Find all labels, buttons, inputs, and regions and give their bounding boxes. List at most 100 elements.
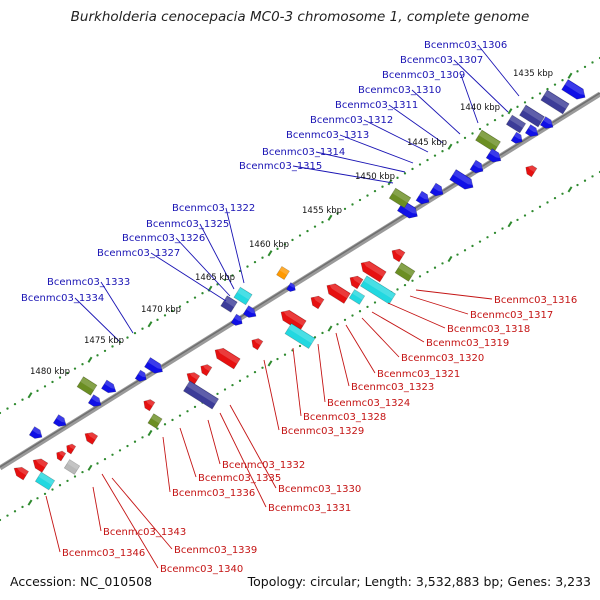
cds-minus: [360, 260, 387, 283]
leader-line: [92, 486, 102, 532]
tick-dot: [486, 123, 489, 126]
accession-text: Accession: NC_010508: [10, 574, 153, 589]
tick-dot: [223, 278, 227, 282]
tick-dot: [433, 154, 437, 157]
tick-dot: [6, 407, 9, 410]
leader-line: [387, 302, 446, 329]
tick-dot: [156, 318, 159, 321]
tick-dot: [178, 305, 182, 308]
leader-line: [179, 427, 197, 478]
tick-dot: [538, 92, 542, 95]
leader-line: [263, 359, 280, 431]
cds-plus: [230, 313, 244, 326]
tick-mark: [447, 255, 453, 263]
tick-dot: [478, 127, 482, 131]
tick-dot: [576, 183, 579, 187]
cds-minus: [66, 443, 77, 455]
orange-feature: [276, 265, 290, 281]
tick-dot: [343, 207, 347, 211]
tick-dot: [351, 203, 354, 206]
backbone-outer: [0, 91, 600, 471]
leader-line: [229, 404, 277, 489]
tick-dot: [66, 479, 69, 482]
gene-label-minus: Bcenmc03_1324: [327, 398, 410, 409]
ruler-label: 1455 kbp: [302, 206, 342, 216]
tick-dot: [591, 175, 594, 178]
tick-mark: [567, 72, 573, 79]
tick-dot: [253, 260, 257, 264]
tick-dot: [516, 105, 519, 108]
cds-plus: [429, 182, 445, 197]
tick-dot: [358, 198, 362, 202]
tick-mark: [507, 108, 513, 115]
tick-mark: [27, 392, 33, 399]
ruler-label: 1480 kbp: [30, 367, 70, 377]
tick-mark: [447, 143, 453, 150]
label-leader-lines: [45, 44, 520, 569]
tick-dot: [111, 345, 114, 348]
leader-line: [315, 151, 406, 173]
tick-dot: [373, 189, 377, 193]
tick-dot: [201, 292, 204, 295]
gene-label-plus: Bcenmc03_1307: [400, 55, 483, 66]
misc-feature: [540, 89, 570, 115]
gene-label-minus: Bcenmc03_1332: [222, 460, 305, 471]
cds-minus: [525, 165, 538, 178]
tick-dot: [396, 176, 399, 179]
tick-dot: [546, 87, 549, 91]
tick-dot: [343, 318, 347, 322]
tick-mark: [267, 250, 273, 257]
gene-label-plus: Bcenmc03_1310: [358, 85, 441, 96]
trna-feature: [76, 376, 98, 396]
cds-plus: [561, 79, 587, 100]
cds-plus: [286, 282, 297, 292]
tick-dot: [246, 265, 249, 268]
cds-plus: [242, 305, 258, 318]
tick-mark: [147, 321, 153, 328]
tick-dot: [103, 457, 107, 461]
trna-feature: [147, 413, 163, 429]
rrna-feature: [34, 471, 56, 491]
tick-mark: [87, 356, 93, 363]
rrna-feature: [348, 289, 366, 305]
cds-plus: [144, 357, 165, 374]
tick-dot: [111, 453, 114, 456]
leader-line: [292, 347, 302, 417]
tick-dot: [141, 436, 144, 439]
gene-label-minus: Bcenmc03_1329: [281, 426, 364, 437]
leader-line: [411, 89, 461, 135]
tick-dot: [163, 314, 167, 317]
gene-label-plus: Bcenmc03_1315: [239, 161, 322, 172]
misc-feature: [519, 104, 545, 128]
tick-dot: [126, 336, 129, 339]
tick-dot: [81, 471, 84, 474]
cds-minus: [32, 457, 49, 473]
tick-dot: [178, 414, 182, 417]
leader-line: [363, 119, 429, 153]
gene-label-plus: Bcenmc03_1313: [286, 130, 369, 141]
tick-dot: [231, 384, 234, 387]
tick-dot: [501, 227, 504, 230]
tick-dot: [118, 449, 122, 452]
topology-summary: Topology: circular; Length: 3,532,883 bp…: [247, 574, 591, 589]
gene-label-minus: Bcenmc03_1339: [174, 545, 257, 556]
ruler-label: 1435 kbp: [513, 69, 553, 79]
tick-dot: [426, 270, 429, 274]
tick-dot: [441, 150, 444, 153]
leader-line: [345, 324, 376, 374]
gene-label-plus: Bcenmc03_1311: [335, 100, 418, 111]
cds-minus: [251, 338, 264, 351]
tick-dot: [456, 141, 459, 144]
tick-dot: [163, 423, 167, 426]
ruler-label: 1440 kbp: [460, 103, 500, 113]
tick-dot: [186, 300, 189, 304]
trna-feature: [475, 129, 501, 153]
cds-plus: [539, 116, 555, 129]
tick-dot: [523, 101, 527, 104]
tick-dot: [403, 172, 407, 175]
gene-label-plus: Bcenmc03_1312: [310, 115, 393, 126]
tick-dot: [418, 275, 422, 278]
tick-dot: [276, 247, 279, 250]
tick-dot: [321, 331, 324, 335]
gene-label-minus: Bcenmc03_1335: [198, 473, 281, 484]
